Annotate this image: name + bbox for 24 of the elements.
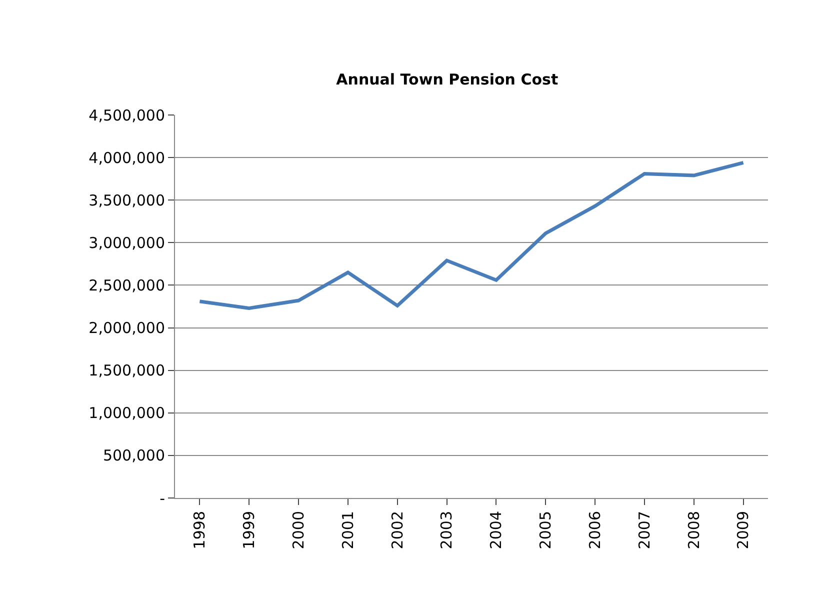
y-tick-label: 3,000,000 <box>88 234 165 252</box>
x-tick-label: 2008 <box>684 511 703 550</box>
y-tick-label: 4,000,000 <box>88 148 165 167</box>
y-tick-label: 500,000 <box>102 446 165 465</box>
line-series <box>198 160 746 310</box>
x-tick-label: 2009 <box>734 511 752 550</box>
chart-title: Annual Town Pension Cost <box>336 70 558 88</box>
x-tick-label: 1999 <box>240 511 258 550</box>
y-tick-label: - <box>160 489 165 508</box>
x-tick-label: 2007 <box>635 511 654 550</box>
x-tick-label: 2001 <box>338 511 357 550</box>
y-tick-label: 1,500,000 <box>88 362 165 380</box>
x-tick-label: 2005 <box>536 511 554 550</box>
y-tick-label: 4,500,000 <box>88 106 165 124</box>
y-tick-label: 2,500,000 <box>88 276 165 294</box>
x-tick-label: 2006 <box>586 511 604 550</box>
x-tick-label: 2000 <box>289 511 308 550</box>
x-tick-label: 2002 <box>388 511 406 550</box>
x-tick-label: 1998 <box>190 511 209 550</box>
y-tick-label: 1,000,000 <box>88 404 165 422</box>
x-tick-label: 2004 <box>487 511 506 550</box>
y-tick-label: 3,500,000 <box>88 191 165 210</box>
y-tick-label: 2,000,000 <box>88 319 165 338</box>
x-tick-label: 2003 <box>438 511 456 550</box>
